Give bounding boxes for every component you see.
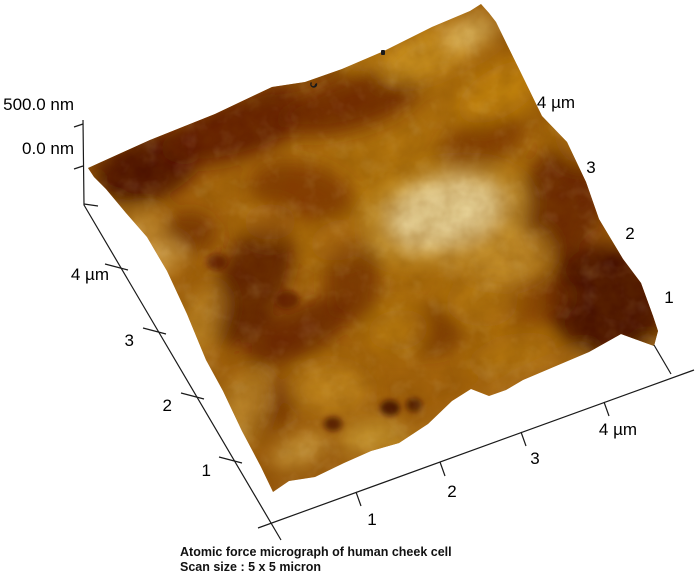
- right-axis-tick-label-0: 4 µm: [536, 93, 576, 112]
- bottom-axis-tick: [439, 461, 446, 477]
- left-axis-tick: [218, 456, 243, 464]
- caption: Atomic force micrograph of human cheek c…: [180, 545, 452, 575]
- occluded-back-axis-label-fragments: [310, 50, 385, 88]
- z-axis-tick-0: [73, 165, 84, 170]
- left-axis-tick-label-0: 4 µm: [70, 265, 109, 284]
- z-scale-min-label: 0.0 nm: [22, 139, 74, 158]
- left-axis-tick: [104, 263, 129, 271]
- bottom-axis-tick: [520, 431, 527, 447]
- bottom-axis-tick-label-2: 3: [530, 449, 540, 468]
- bottom-axis-line: [257, 369, 695, 529]
- right-axis-tick-label-1: 3: [586, 158, 596, 177]
- right-corner-post: [653, 344, 672, 375]
- right-axis-tick-label-2: 2: [625, 224, 635, 243]
- bottom-axis-tick-label-0: 1: [367, 510, 377, 529]
- left-axis-tick-label-1: 3: [124, 331, 134, 350]
- bottom-axis-tick-label-3: 4 µm: [598, 420, 638, 439]
- left-axis-tick-label-3: 1: [201, 461, 211, 480]
- right-axis-tick-label-3: 1: [664, 288, 674, 307]
- caption-title: Atomic force micrograph of human cheek c…: [180, 545, 452, 559]
- bottom-axis-tick: [603, 401, 610, 417]
- axes: [73, 119, 695, 541]
- left-axis-tick: [180, 392, 205, 400]
- z-axis-base-tick: [83, 203, 99, 207]
- left-axis-tick: [142, 327, 167, 335]
- z-scale-max-label: 500.0 nm: [3, 95, 74, 114]
- z-axis-tick-500: [73, 123, 84, 128]
- bottom-axis-tick: [355, 491, 362, 507]
- bottom-axis-tick-label-1: 2: [447, 482, 457, 501]
- left-axis-tick-label-2: 2: [162, 396, 172, 415]
- z-axis-line: [82, 119, 282, 541]
- caption-scan-size: Scan size : 5 x 5 micron: [180, 560, 322, 574]
